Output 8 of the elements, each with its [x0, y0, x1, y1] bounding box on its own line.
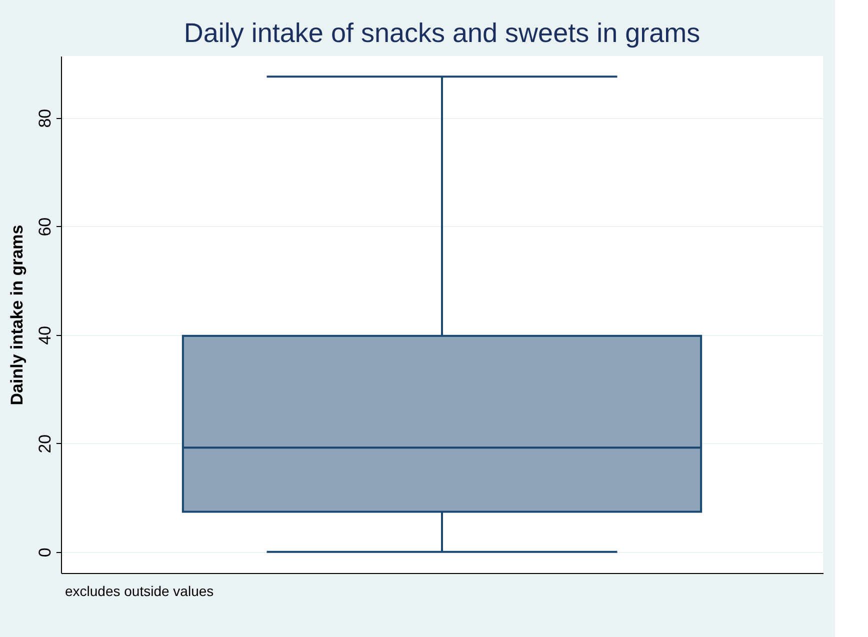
y-tick-label: 40	[36, 326, 54, 345]
y-tick-label: 20	[36, 434, 54, 454]
chart-title: Daily intake of snacks and sweets in grams	[184, 18, 700, 48]
y-tick-label: 60	[36, 217, 54, 236]
y-tick-label: 80	[36, 108, 54, 128]
y-tick-label: 0	[36, 548, 54, 558]
y-axis-title: Dainly intake in grams	[8, 224, 26, 406]
text: excludes outside values	[65, 583, 214, 599]
